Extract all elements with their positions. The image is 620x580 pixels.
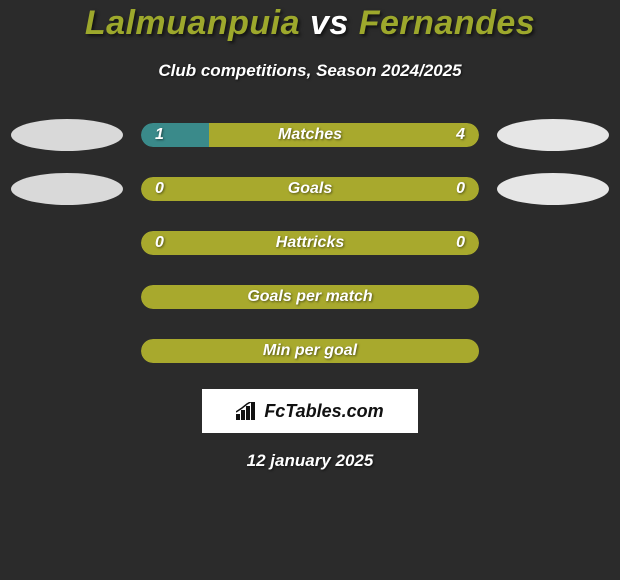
stat-bar: Goals per match bbox=[141, 285, 479, 309]
stat-right-value: 4 bbox=[456, 126, 465, 144]
subtitle: Club competitions, Season 2024/2025 bbox=[0, 61, 620, 81]
vs-separator: vs bbox=[300, 4, 359, 42]
stat-label: Goals per match bbox=[247, 288, 372, 306]
stat-row: 0 0 Hattricks bbox=[0, 227, 620, 259]
stat-left-value: 1 bbox=[155, 126, 164, 144]
page-title: Lalmuanpuia vs Fernandes bbox=[0, 4, 620, 43]
player2-name: Fernandes bbox=[359, 4, 535, 42]
player1-photo-oval bbox=[11, 173, 123, 205]
stat-right-value: 0 bbox=[456, 180, 465, 198]
stat-left-value: 0 bbox=[155, 234, 164, 252]
bar-left-fill bbox=[141, 177, 310, 201]
bar-right-fill bbox=[310, 177, 479, 201]
stat-bar: 0 0 Goals bbox=[141, 177, 479, 201]
player2-photo-oval bbox=[497, 119, 609, 151]
player1-photo-oval bbox=[11, 119, 123, 151]
player2-photo-oval bbox=[497, 173, 609, 205]
stat-label: Goals bbox=[288, 180, 332, 198]
stats-list: 1 4 Matches 0 0 Goals 0 0 Hattricks Goals per mat… bbox=[0, 119, 620, 367]
stat-bar: 0 0 Hattricks bbox=[141, 231, 479, 255]
stat-row: 1 4 Matches bbox=[0, 119, 620, 151]
stat-bar: Min per goal bbox=[141, 339, 479, 363]
stat-row: Goals per match bbox=[0, 281, 620, 313]
bar-right-fill bbox=[209, 123, 479, 147]
stat-label: Hattricks bbox=[276, 234, 344, 252]
stat-right-value: 0 bbox=[456, 234, 465, 252]
brand-text: FcTables.com bbox=[264, 401, 383, 422]
stat-row: Min per goal bbox=[0, 335, 620, 367]
bar-chart-icon bbox=[236, 402, 258, 420]
stat-row: 0 0 Goals bbox=[0, 173, 620, 205]
stat-label: Min per goal bbox=[263, 342, 357, 360]
comparison-infographic: Lalmuanpuia vs Fernandes Club competitio… bbox=[0, 0, 620, 471]
stat-left-value: 0 bbox=[155, 180, 164, 198]
brand-box: FcTables.com bbox=[202, 389, 418, 433]
stat-label: Matches bbox=[278, 126, 342, 144]
stat-bar: 1 4 Matches bbox=[141, 123, 479, 147]
date-text: 12 january 2025 bbox=[0, 451, 620, 471]
bar-left-fill bbox=[141, 123, 209, 147]
player1-name: Lalmuanpuia bbox=[85, 4, 300, 42]
